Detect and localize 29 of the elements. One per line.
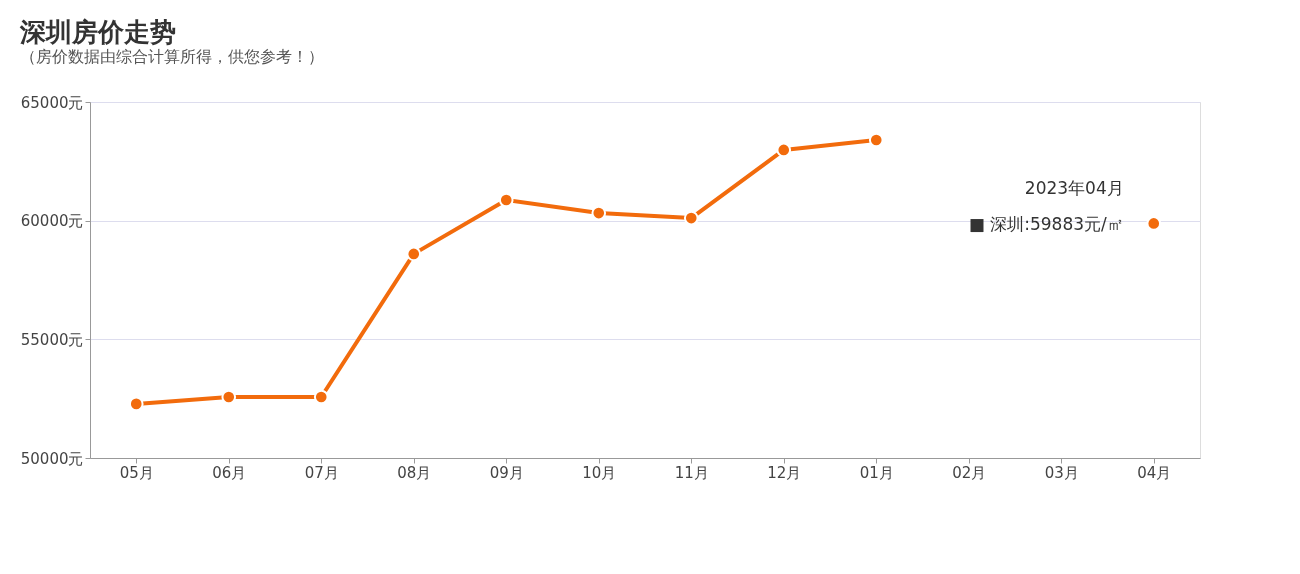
x-tick-label: 01月: [859, 463, 894, 482]
point: [591, 205, 607, 221]
x-tick-label: 09月: [489, 463, 524, 482]
annotation: ■ 深圳:59883元/㎡: [968, 214, 1124, 235]
chart-title: 深圳房价走势: [19, 17, 177, 47]
chart-subtitle: （房价数据由综合计算所得，供您参考！）: [20, 47, 325, 66]
point: [498, 192, 514, 208]
x-tick-label: 03月: [1044, 463, 1079, 482]
x-tick-label: 12月: [767, 463, 802, 482]
x-tick-label: 08月: [397, 463, 432, 482]
x-tick-label: 04月: [1137, 463, 1172, 482]
x-tick-label: 02月: [952, 463, 987, 482]
x-tick-label: 10月: [582, 463, 617, 482]
point: [313, 389, 329, 405]
point: [868, 132, 884, 148]
x-tick-label: 05月: [119, 463, 154, 482]
x-tick-label: 07月: [304, 463, 339, 482]
point: [776, 142, 792, 158]
y-tick-label: 55000元: [20, 330, 84, 349]
point: [1146, 216, 1162, 231]
y-tick-label: 50000元: [20, 449, 84, 468]
y-tick-label: 65000元: [20, 93, 84, 112]
x-tick-label: 11月: [674, 463, 709, 482]
x-tick-label: 06月: [212, 463, 247, 482]
point: [406, 246, 422, 262]
point: [683, 210, 699, 226]
point: [221, 389, 237, 405]
y-tick-label: 60000元: [20, 212, 84, 231]
annotation: 2023年04月: [1024, 178, 1124, 199]
